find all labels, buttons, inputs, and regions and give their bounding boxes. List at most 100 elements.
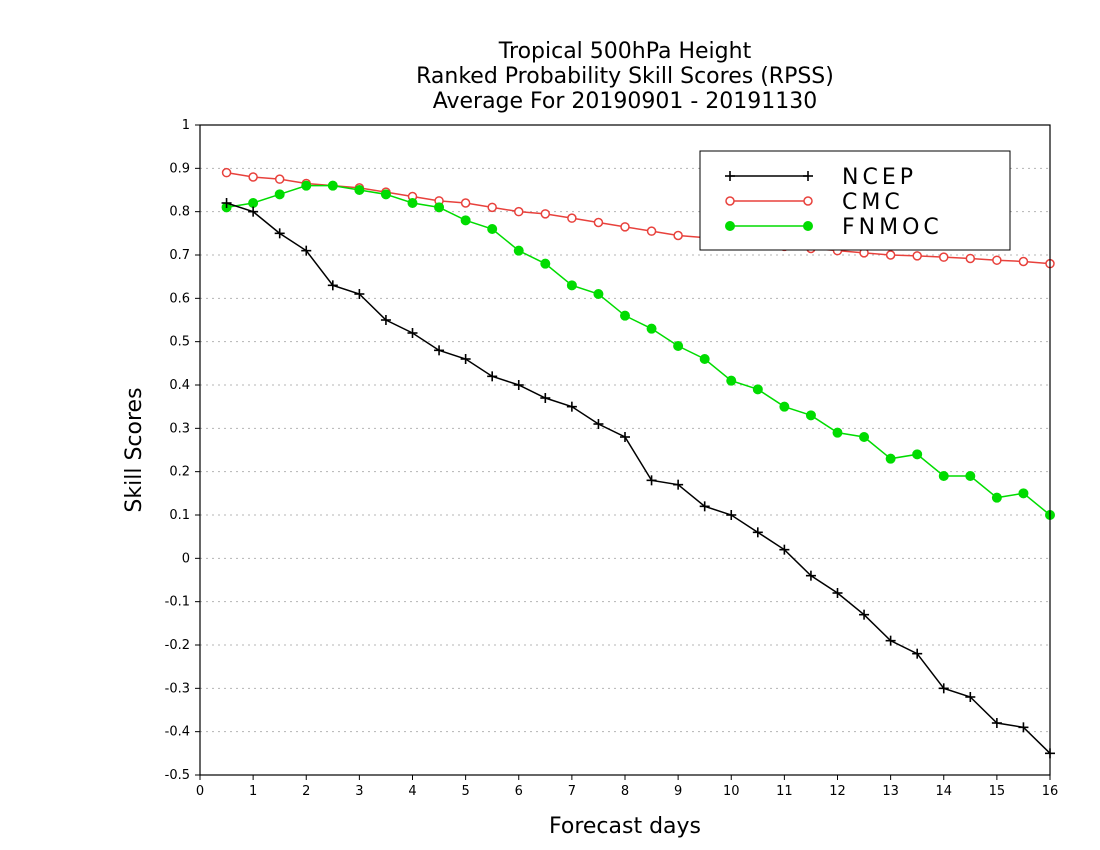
x-tick-label: 12 <box>829 784 846 799</box>
data-point-ncep <box>327 280 338 291</box>
data-point-ncep <box>460 354 471 364</box>
x-tick-label: 3 <box>355 784 363 799</box>
data-point-ncep <box>859 609 870 620</box>
data-point-cmc <box>992 255 1002 265</box>
x-tick-label: 14 <box>935 784 952 799</box>
y-tick-label: 0.8 <box>169 205 190 220</box>
data-point-fnmoc <box>248 198 259 208</box>
data-point-ncep <box>965 692 976 702</box>
y-tick-label: 0.9 <box>169 161 190 176</box>
data-point-ncep <box>593 419 604 429</box>
data-point-cmc <box>460 198 471 208</box>
series-layer <box>221 167 1055 759</box>
data-point-ncep <box>513 380 524 390</box>
data-point-fnmoc <box>620 310 630 321</box>
data-point-ncep <box>752 527 763 538</box>
data-point-ncep <box>805 570 816 581</box>
data-point-cmc <box>885 250 896 260</box>
data-point-fnmoc <box>885 453 896 464</box>
x-tick-label: 4 <box>408 784 416 799</box>
data-point-cmc <box>1018 256 1029 267</box>
data-point-fnmoc <box>699 354 710 364</box>
data-point-cmc <box>540 209 551 219</box>
data-point-ncep <box>487 371 498 382</box>
x-tick-label: 7 <box>568 784 576 799</box>
data-point-ncep <box>434 345 445 356</box>
x-tick-label: 16 <box>1042 784 1059 799</box>
y-tick-label: -0.2 <box>165 638 190 653</box>
data-point-cmc <box>487 202 497 213</box>
plot-frame <box>199 124 1051 776</box>
data-point-fnmoc <box>673 341 684 351</box>
y-tick-label: -0.5 <box>165 768 190 783</box>
data-point-ncep <box>407 328 418 338</box>
data-point-cmc <box>274 174 285 184</box>
x-tick-label: 1 <box>249 784 257 799</box>
data-point-ncep <box>673 479 684 490</box>
data-point-ncep <box>885 635 896 646</box>
data-point-ncep <box>566 401 577 412</box>
data-point-ncep <box>380 315 391 325</box>
x-axis-ticks: 0 1 2 3 4 5 6 7 8 9 10 11 12 13 14 15 16 <box>196 775 1058 799</box>
data-point-fnmoc <box>991 492 1002 503</box>
data-point-fnmoc <box>779 401 790 412</box>
data-point-fnmoc <box>434 202 445 213</box>
data-point-ncep <box>726 510 737 520</box>
data-point-ncep <box>832 588 843 598</box>
data-point-fnmoc <box>407 198 418 208</box>
data-point-fnmoc <box>354 185 365 195</box>
y-tick-label: 0.2 <box>169 465 190 480</box>
y-tick-label: 0.1 <box>169 508 190 523</box>
data-point-fnmoc <box>938 471 949 481</box>
legend-marker-fnmoc <box>803 221 813 231</box>
x-tick-label: 5 <box>461 784 469 799</box>
data-point-fnmoc <box>327 180 338 191</box>
data-point-cmc <box>514 206 524 217</box>
data-point-ncep <box>991 718 1002 728</box>
y-tick-label: -0.3 <box>165 681 190 696</box>
chart-title-line: Average For 20190901 - 20191130 <box>433 89 818 114</box>
x-tick-label: 13 <box>882 784 899 799</box>
data-point-ncep <box>699 501 710 512</box>
data-point-cmc <box>965 253 976 264</box>
data-point-cmc <box>912 251 922 261</box>
data-point-ncep <box>274 228 285 239</box>
data-point-cmc <box>567 213 577 223</box>
data-point-fnmoc <box>646 323 657 334</box>
data-point-fnmoc <box>965 471 976 481</box>
chart-title-line: Ranked Probability Skill Scores (RPSS) <box>416 64 834 89</box>
data-point-fnmoc <box>380 189 391 200</box>
legend-marker-ncep <box>725 171 735 181</box>
x-tick-label: 15 <box>989 784 1006 799</box>
x-tick-label: 2 <box>302 784 310 799</box>
x-tick-label: 6 <box>515 784 523 799</box>
x-axis-label: Forecast days <box>549 814 701 839</box>
data-point-cmc <box>620 222 630 232</box>
data-point-ncep <box>620 432 630 442</box>
legend-label-cmc: CMC <box>842 190 904 215</box>
y-tick-label: 0 <box>182 551 190 566</box>
data-point-cmc <box>646 226 657 236</box>
y-tick-label: 0.3 <box>169 421 190 436</box>
x-tick-label: 11 <box>776 784 793 799</box>
series-line-ncep <box>226 202 1051 754</box>
y-axis-ticks: 1 0.9 0.8 0.7 0.6 0.5 0.4 0.3 0.2 0.1 0 -0.1 -0.2 -0.… <box>165 118 200 783</box>
legend-marker-fnmoc <box>725 221 735 231</box>
data-point-ncep <box>221 198 232 208</box>
data-point-fnmoc <box>513 245 524 256</box>
data-point-fnmoc <box>912 449 923 460</box>
data-point-fnmoc <box>566 280 577 291</box>
data-point-cmc <box>221 167 232 178</box>
x-tick-label: 8 <box>621 784 629 799</box>
x-tick-label: 9 <box>674 784 682 799</box>
data-point-ncep <box>248 206 259 217</box>
gridlines <box>200 167 1050 733</box>
chart-title-line: Tropical 500hPa Height <box>498 39 752 64</box>
data-point-fnmoc <box>274 189 285 200</box>
y-tick-label: -0.1 <box>165 595 190 610</box>
data-point-cmc <box>939 252 949 262</box>
y-tick-label: 0.4 <box>169 378 190 393</box>
y-axis-label: Skill Scores <box>122 387 147 512</box>
data-point-fnmoc <box>301 180 312 191</box>
